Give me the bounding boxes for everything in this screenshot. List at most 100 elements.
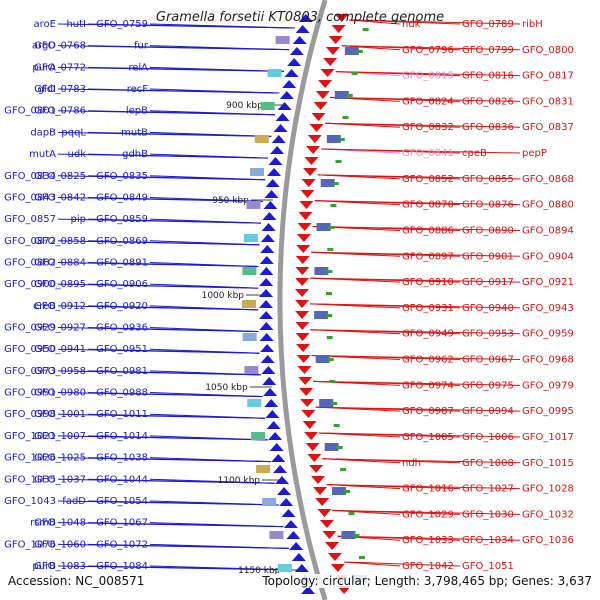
marker-tick [326,336,333,339]
leader-line [149,196,263,202]
reverse-gene-arrow [318,80,333,88]
reverse-gene-arrow [295,311,310,319]
leader-line [57,261,259,267]
leader-line [315,406,521,412]
gene-label: GFO_0895 [34,279,86,290]
gene-label: GFO_1006 [462,432,514,443]
forward-gene-arrow [279,498,294,506]
leader-line [149,131,272,137]
gene-label: GFO_0817 [522,71,574,82]
leader-line [311,355,521,361]
forward-gene-arrow [279,91,294,99]
gene-label: GFO_0857 [4,214,56,225]
forward-gene-arrow [265,410,280,418]
reverse-gene-arrow [295,267,310,275]
forward-gene-arrow [275,113,290,121]
leader-line [57,283,259,289]
leader-line [149,543,289,549]
gene-label: relA [128,62,148,73]
feature-block [344,47,359,55]
feature-block [314,311,329,319]
leader-line [325,122,521,128]
marker-tick [356,50,363,53]
gene-label: GFO_0800 [522,45,574,56]
genome-backbone-arc [277,0,328,600]
reverse-gene-arrow [295,256,310,264]
reverse-gene-arrow [297,223,312,231]
marker-tick [328,226,335,229]
gene-label: GFO_1008 [462,458,514,469]
forward-gene-arrow [283,520,298,528]
gene-label: GFO_1017 [522,432,574,443]
forward-gene-arrow [263,388,278,396]
leader-line [149,283,259,289]
reverse-gene-arrow [309,465,324,473]
leader-line [149,370,261,376]
leader-line [149,327,259,333]
reverse-gene-arrow [328,36,343,44]
gene-label: GFO_0973 [4,366,56,377]
gene-label: dapB [30,127,56,138]
leader-line [57,196,263,202]
gene-label: GFO_0872 [4,236,56,247]
forward-gene-arrow [277,487,292,495]
feature-block [242,300,257,308]
feature-block [260,102,275,110]
leader-line [149,457,271,463]
kbp-tick-label: 1100 kbp [218,476,261,486]
leader-line [149,522,284,528]
gene-label: GFO_0994 [462,406,514,417]
reverse-gene-arrow [295,289,310,297]
reverse-gene-arrow [313,102,328,110]
gene-label: GFO_0825 [34,171,86,182]
feature-block [256,465,271,473]
gene-label: pepP [522,148,547,159]
forward-gene-arrow [282,80,297,88]
reverse-gene-arrow [325,47,340,55]
gene-label: fur [134,41,149,52]
gene-label: GFO_0953 [462,329,514,340]
gene-label: GFO_0815 [402,71,454,82]
leader-line [331,509,521,515]
gene-label: GFO_0980 [34,388,86,399]
topology-text: Topology: circular; Length: 3,798,465 bp… [262,574,592,588]
gene-label: GFO_0826 [462,96,514,107]
kbp-tick-label: 1050 kbp [205,383,248,393]
reverse-gene-arrow [302,421,317,429]
marker-tick [358,556,365,559]
reverse-gene-arrow [300,190,315,198]
gene-label: GFO_1027 [462,484,514,495]
leader-line [149,413,265,419]
gene-label: GFO_0789 [462,19,514,30]
gene-label: GFO_0835 [96,171,148,182]
gene-label: GFO_0931 [402,303,454,314]
feature-block [246,201,261,209]
marker-tick [335,160,342,163]
gene-label: GFO_1048 [34,518,86,529]
forward-gene-arrow [260,245,275,253]
forward-gene-arrow [259,311,274,319]
gene-label: GFO_1035 [4,474,56,485]
gene-label: ndk [402,19,421,30]
forward-gene-arrow [260,234,275,242]
gene-label: GFO_0988 [96,388,148,399]
gene-label: GFO_0981 [96,366,148,377]
leader-line [149,348,260,354]
reverse-gene-arrow [295,333,310,341]
forward-gene-arrow [268,157,283,165]
forward-gene-arrow [271,454,286,462]
feature-block [334,91,349,99]
gene-label: purA [32,62,56,73]
marker-tick [333,424,340,427]
leader-line [149,175,266,181]
gene-label: ndh [402,458,421,469]
gene-label: pqqL [61,127,86,138]
leader-line [318,432,521,438]
forward-gene-arrow [281,509,296,517]
gene-label: GFO_0951 [96,344,148,355]
leader-line [149,565,295,571]
gene-label: GFO_0884 [34,257,86,268]
leader-line [57,413,265,419]
marker-tick [362,28,369,31]
gene-label: mutA [29,149,56,160]
